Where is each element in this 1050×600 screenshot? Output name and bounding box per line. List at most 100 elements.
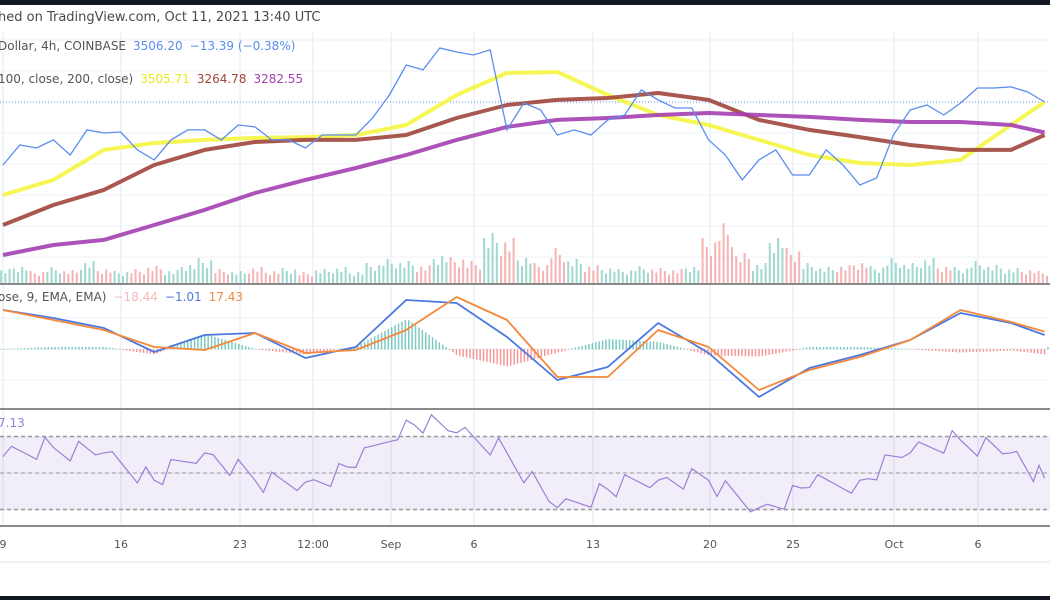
macd-histogram-bar xyxy=(979,349,981,352)
volume-bar xyxy=(432,259,435,283)
macd-histogram-bar xyxy=(309,349,311,354)
volume-bar xyxy=(25,270,28,283)
volume-bar xyxy=(789,255,792,283)
macd-histogram-bar xyxy=(894,348,896,350)
macd-histogram-bar xyxy=(924,349,927,351)
volume-bar xyxy=(831,270,834,283)
volume-bar xyxy=(46,271,49,283)
volume-bar xyxy=(920,268,922,283)
macd-histogram-bar xyxy=(1013,349,1015,351)
macd-histogram-bar xyxy=(23,348,26,350)
macd-histogram-bar xyxy=(74,347,77,350)
volume-bar xyxy=(260,267,263,283)
macd-histogram-bar xyxy=(544,349,546,357)
volume-bar xyxy=(453,262,456,283)
volume-bar xyxy=(852,265,855,283)
macd-histogram-bar xyxy=(265,349,267,351)
volume-bar xyxy=(428,265,431,283)
volume-bar xyxy=(235,274,238,283)
macd-histogram-bar xyxy=(462,349,464,357)
macd-histogram-bar xyxy=(136,349,138,352)
volume-bar xyxy=(752,271,754,283)
macd-histogram-bar xyxy=(68,347,70,350)
macd-histogram-bar xyxy=(112,348,114,350)
volume-bar xyxy=(819,268,822,283)
volume-bar xyxy=(306,274,309,283)
volume-bar xyxy=(915,267,918,283)
volume-bar xyxy=(164,275,166,283)
macd-histogram-bar xyxy=(472,349,475,359)
volume-bar xyxy=(113,271,116,283)
volume-bar xyxy=(8,269,11,283)
macd-histogram-bar xyxy=(336,349,339,350)
macd-histogram-bar xyxy=(788,349,791,352)
volume-bar xyxy=(403,267,406,283)
macd-histogram-bar xyxy=(261,349,264,351)
volume-bar xyxy=(214,273,217,283)
volume-bar xyxy=(500,256,502,283)
macd-histogram-bar xyxy=(1009,349,1012,351)
macd-histogram-bar xyxy=(533,349,536,360)
macd-histogram-bar xyxy=(540,349,543,358)
macd-histogram-bar xyxy=(448,349,451,350)
macd-histogram-bar xyxy=(340,348,342,350)
volume-bar xyxy=(54,270,57,283)
macd-histogram-bar xyxy=(387,328,390,350)
macd-histogram-bar xyxy=(88,347,90,350)
time-axis-label: Oct xyxy=(884,538,904,551)
macd-histogram-bar xyxy=(510,349,512,366)
volume-bar xyxy=(311,276,313,283)
volume-bar xyxy=(1041,273,1044,283)
macd-histogram-bar xyxy=(493,349,495,364)
macd-histogram-bar xyxy=(710,349,713,356)
volume-bar xyxy=(978,265,981,283)
macd-histogram-bar xyxy=(278,349,281,352)
volume-bar xyxy=(495,243,498,283)
volume-bar xyxy=(231,272,234,283)
macd-histogram-bar xyxy=(81,347,84,350)
macd-histogram-bar xyxy=(122,349,124,351)
macd-histogram-bar xyxy=(295,349,298,354)
macd-histogram-bar xyxy=(690,349,692,351)
volume-bar xyxy=(92,261,95,283)
macd-histogram-bar xyxy=(108,347,111,350)
volume-bar xyxy=(151,271,154,283)
macd-histogram-bar xyxy=(972,349,974,353)
volume-bar xyxy=(172,273,175,283)
macd-histogram-bar xyxy=(812,347,815,350)
ma2-value: 3264.78 xyxy=(196,72,247,86)
volume-bar xyxy=(882,267,885,283)
macd-histogram-bar xyxy=(102,347,104,350)
macd-histogram-bar xyxy=(802,348,804,350)
macd-histogram-bar xyxy=(357,345,359,350)
volume-bar xyxy=(38,275,40,283)
macd-histogram-bar xyxy=(380,332,383,350)
volume-bar xyxy=(382,266,385,283)
macd-histogram-bar xyxy=(550,349,553,355)
volume-bar xyxy=(109,272,112,283)
volume-bar xyxy=(378,265,381,283)
volume-bar xyxy=(890,258,893,283)
macd-histogram-bar xyxy=(955,349,957,353)
macd-histogram-bar xyxy=(71,347,73,350)
volume-bar xyxy=(794,262,796,283)
macd-histogram-bar xyxy=(669,344,672,350)
ma-label: 100, close, 200, close) xyxy=(0,72,134,86)
volume-bar xyxy=(470,261,473,283)
macd-histogram-bar xyxy=(799,348,801,350)
macd-histogram-bar xyxy=(642,341,645,350)
macd-histogram-bar xyxy=(316,349,318,353)
macd-histogram-bar xyxy=(877,347,879,350)
volume-bar xyxy=(340,271,343,283)
macd-histogram-bar xyxy=(214,336,216,350)
volume-bar xyxy=(84,263,87,283)
volume-bar xyxy=(941,272,943,283)
volume-bar xyxy=(281,268,284,283)
volume-bar xyxy=(399,263,402,283)
volume-bar xyxy=(991,270,994,283)
volume-bar xyxy=(42,272,45,283)
volume-bar xyxy=(995,265,998,283)
volume-bar xyxy=(932,258,935,283)
macd-histogram-bar xyxy=(255,349,257,350)
